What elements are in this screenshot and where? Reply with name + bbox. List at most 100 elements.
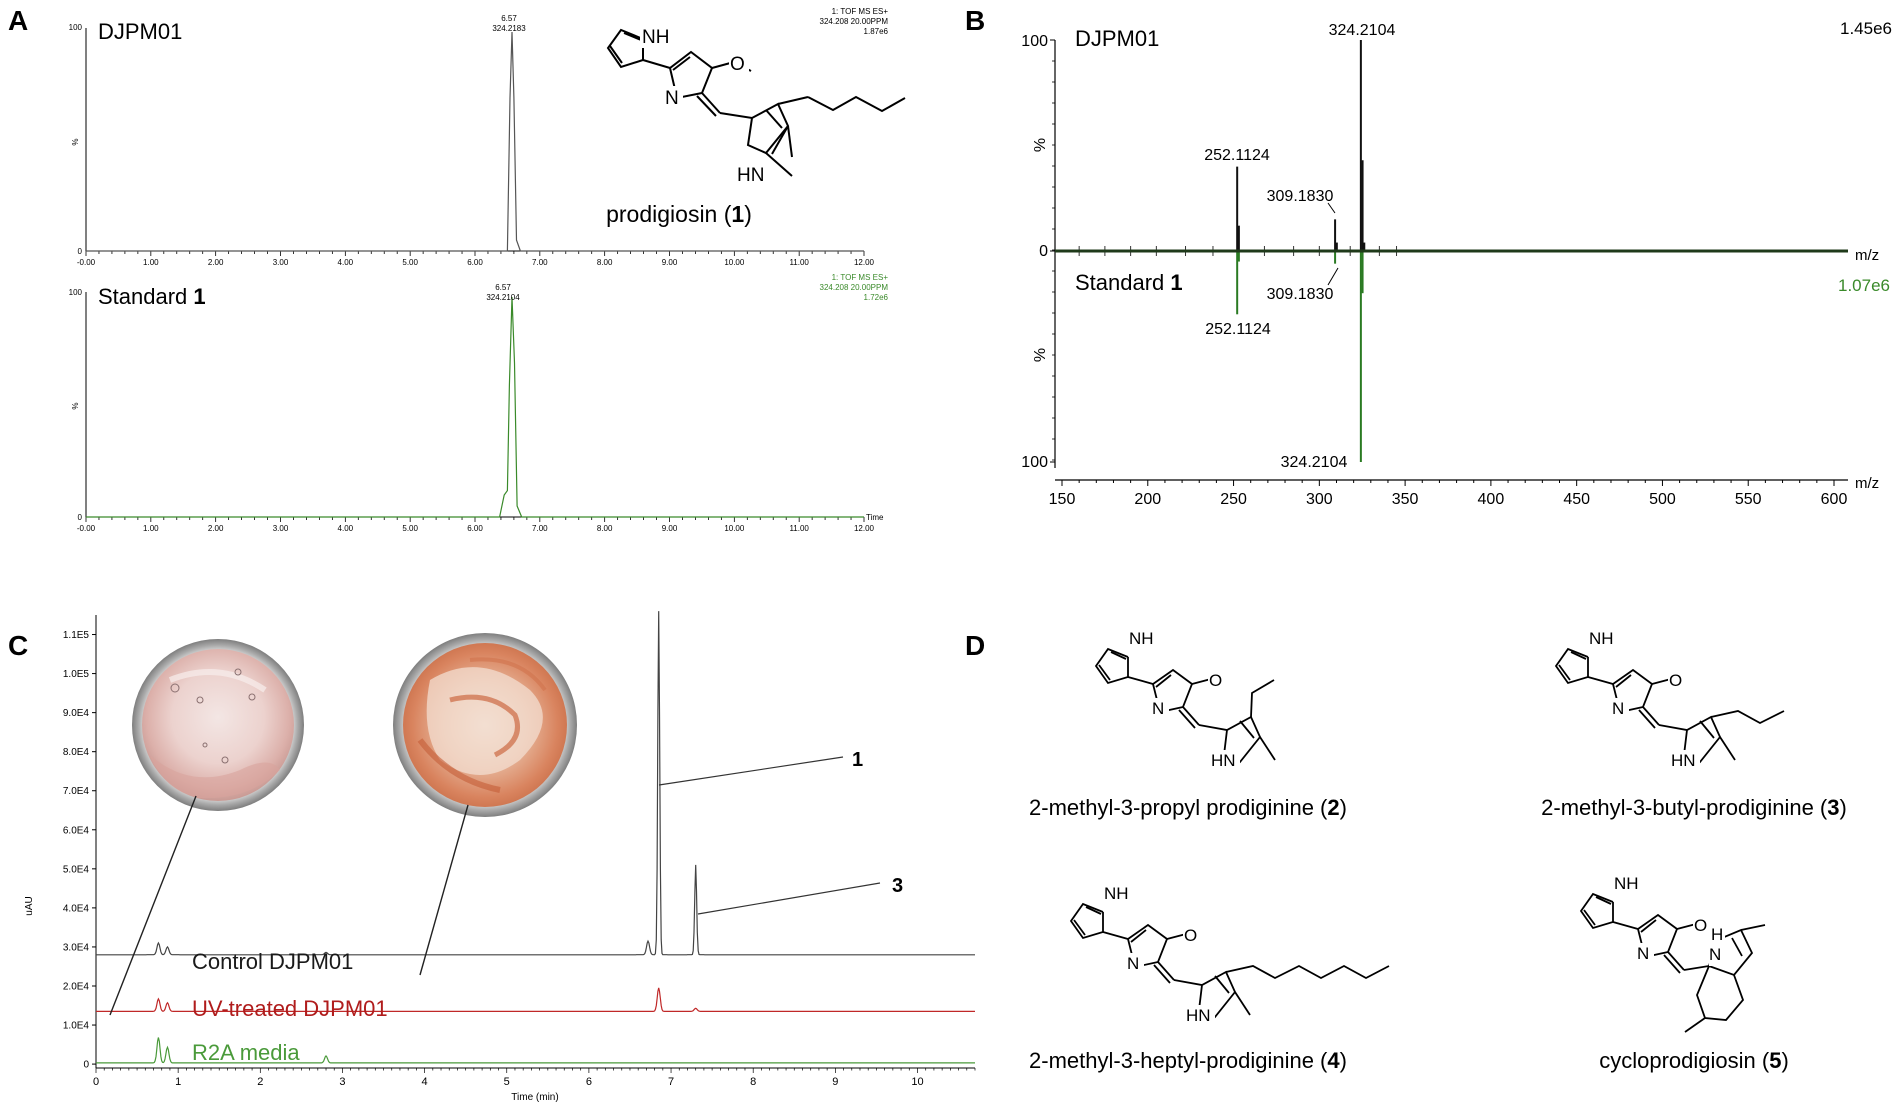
meta-line-1: 1: TOF MS ES+ <box>832 7 889 16</box>
annot-324-top: 324.2104 <box>1329 22 1396 39</box>
plate-uv-pointer <box>419 804 469 976</box>
xtick-label: 4.00 <box>338 524 354 533</box>
atom-o: O <box>1209 671 1222 690</box>
xtick-label: 0 <box>93 1076 99 1088</box>
axis-ticks: 0 1.0E4 2.0E4 3.0E4 4.0E4 5.0E4 6.0E4 7.0E4 8.0E… <box>63 630 976 1088</box>
ytick-100: 100 <box>69 288 83 297</box>
ytick-percent: % <box>71 402 80 409</box>
chromatogram-traces <box>96 611 975 1064</box>
annot-309-bottom: 309.1830 <box>1267 286 1334 303</box>
xtick-label: -0.00 <box>77 258 96 267</box>
structure-compound-3 <box>1554 647 1785 764</box>
xtick-label: 7 <box>668 1076 674 1088</box>
ylabel-top: % <box>1032 138 1049 152</box>
xtick-label: 450 <box>1563 491 1590 508</box>
atom-hn: HN <box>1186 1006 1211 1025</box>
atom-nh: NH <box>1589 629 1614 648</box>
ytick-100: 100 <box>69 23 83 32</box>
peak-mass-label: 324.2183 <box>492 24 526 33</box>
xtick-label: 3.00 <box>273 258 289 267</box>
xlabel: Time (min) <box>511 1092 558 1103</box>
trace-label-r2a: R2A media <box>192 1040 300 1065</box>
axis-ticks: 150 200 250 300 350 400 450 500 550 600 <box>1049 39 1848 508</box>
xtick-label: 7.00 <box>532 258 548 267</box>
ytick-top-100: 100 <box>1021 33 1048 50</box>
meta-line-2: 324.208 20.00PPM <box>820 17 889 26</box>
atom-h: H <box>1711 925 1723 944</box>
xtick-label: 11.00 <box>789 524 809 533</box>
atom-nh: NH <box>1104 884 1129 903</box>
atom-nh: NH <box>1129 629 1154 648</box>
mz-label-top: m/z <box>1855 247 1879 264</box>
panel-a: A 100 % 0 -0.00 1.00 2.00 3.00 4.00 5.00 6.00 7… <box>8 5 906 533</box>
atom-n: N <box>1152 699 1164 718</box>
ytick-label: 3.0E4 <box>63 942 90 953</box>
trace-r2a-media <box>96 1037 975 1064</box>
panel-a-letter: A <box>8 5 28 36</box>
prodigiosin-structure <box>606 28 906 177</box>
xtick-label: 7.00 <box>532 524 548 533</box>
atom-n: N <box>1612 699 1624 718</box>
atom-n: N <box>1127 954 1139 973</box>
ytick-0: 0 <box>78 513 83 522</box>
xtick-label: 5.00 <box>402 258 418 267</box>
xtick-label: 3 <box>339 1076 345 1088</box>
plate-uv-photo <box>393 633 577 817</box>
peak-time-label: 6.57 <box>501 14 517 23</box>
xtick-label: 9.00 <box>662 258 678 267</box>
xtick-label: 300 <box>1306 491 1333 508</box>
meta-line-1: 1: TOF MS ES+ <box>832 273 889 282</box>
ytick-label: 9.0E4 <box>63 708 90 719</box>
xtick-label: 2.00 <box>208 258 224 267</box>
ytick-bottom-100: 100 <box>1021 454 1048 471</box>
plate-control-photo <box>132 639 304 811</box>
chromatogram-a-top: 100 % 0 -0.00 1.00 2.00 3.00 4.00 5.00 6.00 7.0… <box>69 7 889 267</box>
time-axis-title: Time <box>866 513 884 522</box>
panel-d-letter: D <box>965 630 985 661</box>
atom-o: O <box>1184 926 1197 945</box>
peak-mass-label: 324.2104 <box>486 293 520 302</box>
atom-o: O <box>1694 916 1707 935</box>
xtick-label: 1.00 <box>143 524 159 533</box>
xtick-label: 12.00 <box>854 258 875 267</box>
atoms-compound-3: NH N O HN <box>1588 628 1700 770</box>
trace-control-djpm01 <box>96 611 975 956</box>
xtick-label: 9.00 <box>662 524 678 533</box>
sample-label: DJPM01 <box>98 19 182 44</box>
xtick-label: 600 <box>1821 491 1848 508</box>
atom-n-ring: N <box>1709 945 1721 964</box>
xtick-label: 350 <box>1392 491 1419 508</box>
ytick-label: 4.0E4 <box>63 903 90 914</box>
xtick-label: 10 <box>911 1076 923 1088</box>
leader-309-bottom <box>1327 267 1339 286</box>
bottom-intensity: 1.07e6 <box>1838 276 1890 295</box>
xtick-label: 4.00 <box>338 258 354 267</box>
ytick-label: 1.0E4 <box>63 1021 90 1032</box>
structure-compound-4 <box>1069 902 1390 1019</box>
ytick-label: 6.0E4 <box>63 825 90 836</box>
compound-3-caption: 2-methyl-3-butyl-prodiginine (3) <box>1541 795 1847 820</box>
atoms-compound-4: NH N O HN <box>1103 883 1215 1025</box>
xtick-label: -0.00 <box>77 524 96 533</box>
xtick-label: 6.00 <box>467 258 483 267</box>
xtick-label: 1.00 <box>143 258 159 267</box>
ytick-label: 1.0E5 <box>63 669 90 680</box>
panel-d: D NH N O HN 2-methyl-3-prop <box>965 628 1847 1073</box>
structure-compound-2 <box>1094 647 1276 764</box>
callout-3: 3 <box>892 875 903 897</box>
annot-324-bottom: 324.2104 <box>1281 454 1348 471</box>
panel-c-letter: C <box>8 630 28 661</box>
atom-nh: NH <box>642 27 669 48</box>
ytick-label: 7.0E4 <box>63 786 90 797</box>
ylabel: uAU <box>24 896 35 915</box>
xtick-label: 150 <box>1049 491 1076 508</box>
peak-time-label: 6.57 <box>495 283 511 292</box>
plate-control-pointer <box>109 795 197 1016</box>
xtick-label: 8.00 <box>597 258 613 267</box>
series-line <box>86 31 864 252</box>
trace-label-control: Control DJPM01 <box>192 949 353 974</box>
xtick-label: 500 <box>1649 491 1676 508</box>
prodigiosin-atom-labels: NH N O HN <box>640 26 770 186</box>
sample-label: DJPM01 <box>1075 26 1159 51</box>
